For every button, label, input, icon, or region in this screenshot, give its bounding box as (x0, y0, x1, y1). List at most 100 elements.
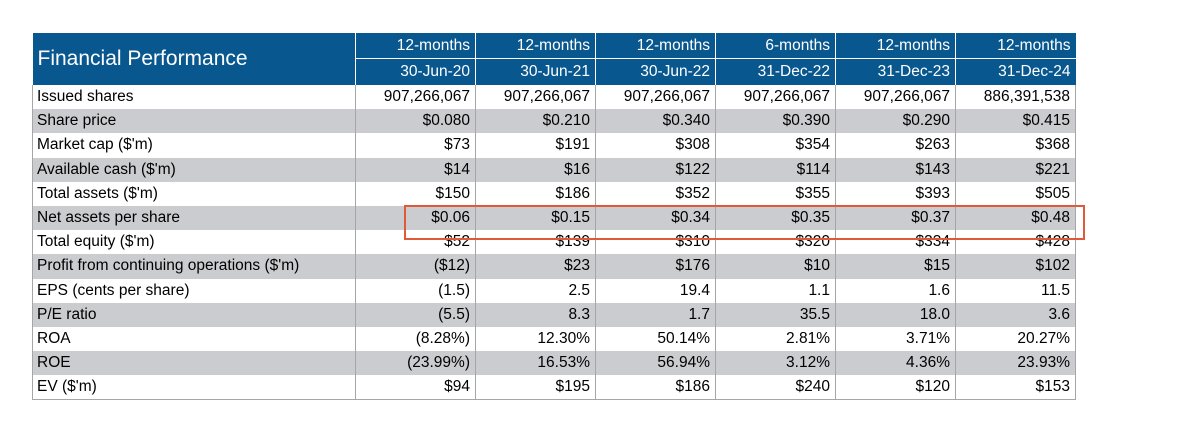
row-label: ROE (32, 351, 356, 376)
table-cell: $505 (955, 181, 1076, 206)
row-label: Market cap ($'m) (32, 133, 356, 158)
table-body: Issued shares 907,266,067 907,266,067 907,2… (32, 85, 1076, 401)
table-cell: 12.30% (475, 326, 596, 352)
table-cell: $10 (715, 254, 836, 279)
table-cell: 50.14% (595, 326, 716, 352)
table-cell: $320 (715, 230, 836, 255)
table-cell: $16 (475, 157, 596, 182)
row-label: P/E ratio (32, 302, 356, 327)
row-label: Total assets ($'m) (32, 181, 356, 206)
table-cell: (8.28%) (355, 326, 476, 352)
table-row: Available cash ($'m) $14 $16 $122 $114 $143 $2… (32, 157, 1076, 182)
table-cell: $73 (355, 133, 476, 158)
table-cell: 35.5 (715, 302, 836, 327)
table-cell: $334 (835, 230, 956, 255)
table-cell: 8.3 (475, 302, 596, 327)
financial-performance-table-container: Financial Performance 12-months 12-month… (32, 33, 1076, 401)
table-cell: 907,266,067 (595, 85, 716, 110)
period-header: 12-months (595, 33, 716, 59)
table-row: Total equity ($'m) $52 $139 $310 $320 $334 $42… (32, 230, 1076, 255)
table-row: Share price $0.080 $0.210 $0.340 $0.390 $0.29… (32, 109, 1076, 134)
table-cell: $150 (355, 181, 476, 206)
table-cell: 20.27% (955, 326, 1076, 352)
table-cell: 16.53% (475, 351, 596, 376)
table-cell: $0.080 (355, 109, 476, 134)
table-cell: 886,391,538 (955, 85, 1076, 110)
row-label: Profit from continuing operations ($'m) (32, 254, 356, 279)
table-cell: $114 (715, 157, 836, 182)
table-cell: 907,266,067 (715, 85, 836, 110)
period-header: 6-months (715, 33, 836, 59)
table-row: Profit from continuing operations ($'m)(… (32, 254, 1076, 279)
table-cell: $393 (835, 181, 956, 206)
table-row: P/E ratio (5.5) 8.3 1.7 35.5 18.0 3.6 (32, 302, 1076, 327)
table-cell: 56.94% (595, 351, 716, 376)
table-row: Market cap ($'m) $73 $191 $308 $354 $263 $368 (32, 133, 1076, 158)
table-cell: $23 (475, 254, 596, 279)
table-cell: 907,266,067 (355, 85, 476, 110)
table-cell: 11.5 (955, 278, 1076, 303)
financial-performance-table: Financial Performance 12-months 12-month… (32, 33, 1076, 401)
row-label: Total equity ($'m) (32, 230, 356, 255)
table-cell: $15 (835, 254, 956, 279)
table-cell: $0.15 (475, 205, 596, 231)
date-header: 30-Jun-20 (355, 58, 476, 85)
table-cell: $0.35 (715, 205, 836, 231)
table-cell: 2.5 (475, 278, 596, 303)
table-cell: 18.0 (835, 302, 956, 327)
table-cell: $120 (835, 375, 956, 401)
table-cell: 4.36% (835, 351, 956, 376)
table-cell: 3.12% (715, 351, 836, 376)
table-cell: 3.6 (955, 302, 1076, 327)
table-cell: 3.71% (835, 326, 956, 352)
table-title: Financial Performance (32, 33, 356, 85)
row-label: Issued shares (32, 85, 356, 110)
table-cell: $354 (715, 133, 836, 158)
table-cell: 1.7 (595, 302, 716, 327)
table-cell: $352 (595, 181, 716, 206)
table-cell: $122 (595, 157, 716, 182)
row-label: Share price (32, 109, 356, 134)
table-cell: ($12) (355, 254, 476, 279)
date-header: 30-Jun-21 (475, 58, 596, 85)
table-cell: 1.1 (715, 278, 836, 303)
row-label: Available cash ($'m) (32, 157, 356, 182)
table-cell: $263 (835, 133, 956, 158)
table-row: ROE (23.99%) 16.53% 56.94% 3.12% 4.36% 23.93% (32, 351, 1076, 376)
table-row: Total assets ($'m) $150 $186 $352 $355 $393 $5… (32, 181, 1076, 206)
table-cell: $52 (355, 230, 476, 255)
row-label: EPS (cents per share) (32, 278, 356, 303)
table-cell: $240 (715, 375, 836, 401)
table-cell: $0.37 (835, 205, 956, 231)
table-cell: $195 (475, 375, 596, 401)
table-row: EPS (cents per share) (1.5) 2.5 19.4 1.1 1.6 1… (32, 278, 1076, 303)
date-header: 30-Jun-22 (595, 58, 716, 85)
date-header: 31-Dec-23 (835, 58, 956, 85)
table-cell: 23.93% (955, 351, 1076, 376)
table-cell: $143 (835, 157, 956, 182)
table-cell: (5.5) (355, 302, 476, 327)
table-cell: $186 (595, 375, 716, 401)
table-cell: $0.340 (595, 109, 716, 134)
table-cell: $186 (475, 181, 596, 206)
table-cell: $310 (595, 230, 716, 255)
table-cell: $428 (955, 230, 1076, 255)
table-cell: $176 (595, 254, 716, 279)
table-cell: $139 (475, 230, 596, 255)
table-cell: $0.290 (835, 109, 956, 134)
table-cell: (23.99%) (355, 351, 476, 376)
table-cell: 19.4 (595, 278, 716, 303)
period-header: 12-months (475, 33, 596, 59)
table-cell: $153 (955, 375, 1076, 401)
table-cell: $0.210 (475, 109, 596, 134)
row-label: Net assets per share (32, 205, 356, 231)
table-cell: 907,266,067 (475, 85, 596, 110)
header-row-periods: Financial Performance 12-months 12-month… (32, 33, 1076, 85)
date-header: 31-Dec-22 (715, 58, 836, 85)
table-cell: (1.5) (355, 278, 476, 303)
table-cell: $94 (355, 375, 476, 401)
period-header: 12-months (355, 33, 476, 59)
period-header: 12-months (835, 33, 956, 59)
table-cell: $221 (955, 157, 1076, 182)
table-cell: 907,266,067 (835, 85, 956, 110)
